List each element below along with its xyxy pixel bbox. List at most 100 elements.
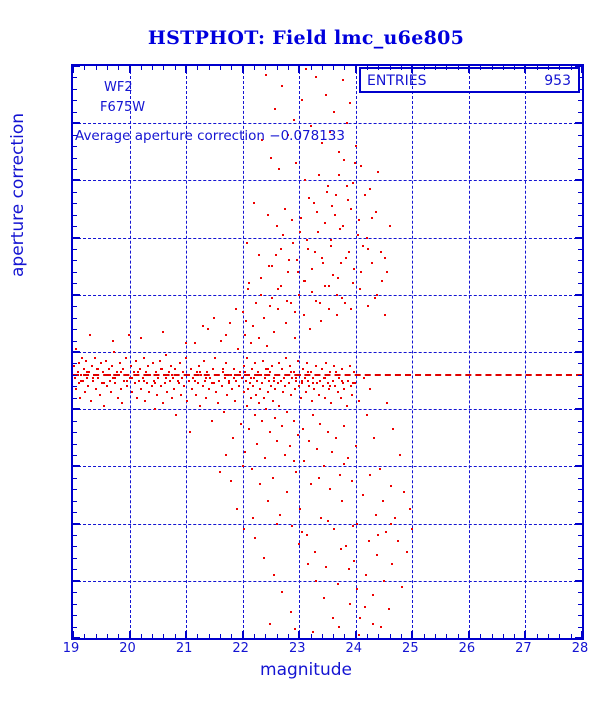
data-point <box>337 150 340 153</box>
data-point <box>346 456 349 459</box>
data-point <box>339 396 342 399</box>
data-point <box>275 522 278 525</box>
data-point <box>289 365 292 368</box>
data-point <box>165 353 168 356</box>
data-point <box>258 336 261 339</box>
data-point <box>366 236 369 239</box>
x-tick-label: 23 <box>288 641 306 656</box>
data-point <box>352 268 355 271</box>
data-point <box>337 625 340 628</box>
data-point <box>221 371 224 374</box>
data-point <box>87 385 90 388</box>
data-point <box>84 391 87 394</box>
data-point <box>297 433 300 436</box>
data-point <box>154 382 156 385</box>
data-point <box>385 270 388 273</box>
data-point <box>297 270 300 273</box>
data-point <box>207 328 210 331</box>
data-point <box>309 482 312 485</box>
data-point <box>96 368 99 371</box>
y-axis-title: aperture correction <box>8 113 28 277</box>
data-point <box>210 382 213 385</box>
data-point <box>258 388 261 391</box>
data-point <box>193 342 196 345</box>
x-tick-minor <box>174 66 176 70</box>
data-point <box>387 608 390 611</box>
data-point <box>255 379 258 382</box>
x-tick-major <box>185 631 188 638</box>
data-point <box>224 376 227 379</box>
data-point <box>318 393 321 396</box>
data-point <box>351 382 354 385</box>
filter-label: F675W <box>100 100 146 115</box>
data-point <box>308 385 311 388</box>
x-tick-minor <box>344 634 346 638</box>
y-tick-minor <box>578 283 582 285</box>
data-point <box>318 476 321 479</box>
y-tick-major <box>575 293 582 296</box>
data-point <box>310 268 313 271</box>
data-point <box>88 333 91 336</box>
data-point <box>315 579 318 582</box>
data-point <box>303 179 306 182</box>
x-tick-major <box>411 66 414 73</box>
data-point <box>250 368 253 371</box>
y-tick-minor <box>73 214 77 216</box>
data-point <box>359 288 362 291</box>
data-point <box>299 396 302 399</box>
data-point <box>398 453 401 456</box>
data-point <box>254 362 257 365</box>
data-point <box>121 402 124 405</box>
data-point <box>289 611 292 614</box>
data-point <box>334 371 337 374</box>
data-point <box>332 273 335 276</box>
data-point <box>233 376 236 379</box>
x-tick-label: 24 <box>345 641 363 656</box>
y-tick-minor <box>73 329 77 331</box>
gridline-horizontal <box>73 409 582 411</box>
data-point <box>79 396 82 399</box>
data-point <box>320 516 323 519</box>
data-point <box>308 328 311 331</box>
data-point <box>292 371 295 374</box>
data-point <box>324 396 327 399</box>
y-tick-minor <box>73 168 77 170</box>
data-point <box>278 514 281 517</box>
x-tick-minor <box>502 66 504 70</box>
data-point <box>260 276 263 279</box>
x-tick-major <box>241 66 244 73</box>
data-point <box>185 342 188 345</box>
x-tick-major <box>354 66 357 73</box>
data-point <box>295 259 298 262</box>
y-tick-minor <box>578 157 582 159</box>
data-point <box>270 296 273 299</box>
data-point <box>343 462 346 465</box>
y-tick-minor <box>578 420 582 422</box>
data-point <box>94 356 97 359</box>
data-point <box>120 388 123 391</box>
data-point <box>130 365 133 368</box>
y-tick-minor <box>578 432 582 434</box>
x-tick-minor <box>389 66 391 70</box>
data-point <box>304 279 307 282</box>
data-point <box>91 379 94 382</box>
data-point <box>317 230 320 233</box>
gridline-horizontal <box>73 580 582 582</box>
y-tick-minor <box>578 512 582 514</box>
data-point <box>199 371 202 374</box>
data-point <box>346 122 349 125</box>
data-point <box>295 162 298 165</box>
x-tick-minor <box>333 634 335 638</box>
y-tick-minor <box>578 477 582 479</box>
data-point <box>363 605 366 608</box>
data-point <box>342 425 345 428</box>
data-point <box>226 393 229 396</box>
data-point <box>212 382 215 385</box>
data-point <box>189 431 192 434</box>
data-point <box>172 376 175 379</box>
x-tick-major <box>128 66 131 73</box>
x-tick-minor <box>321 66 323 70</box>
x-tick-minor <box>333 66 335 70</box>
x-tick-minor <box>446 66 448 70</box>
data-point <box>321 262 324 265</box>
